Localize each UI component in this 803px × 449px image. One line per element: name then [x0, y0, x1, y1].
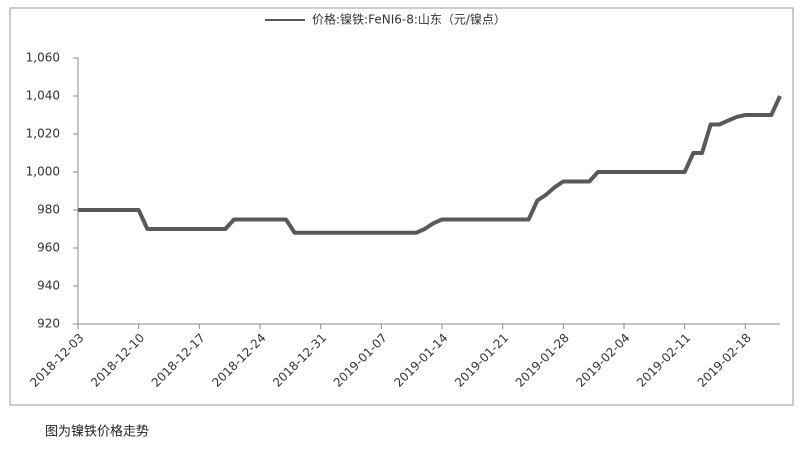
chart-frame — [9, 7, 794, 406]
x-tick-label: 2019-02-11 — [634, 331, 693, 390]
line-series — [78, 95, 782, 235]
x-tick-label: 2018-12-10 — [88, 331, 147, 390]
y-tick-label: 1,060 — [26, 51, 60, 65]
y-tick-label: 980 — [37, 203, 60, 217]
x-tick-label: 2019-02-18 — [695, 331, 754, 390]
y-tick-label: 920 — [37, 317, 60, 331]
x-tick-label: 2018-12-17 — [149, 331, 208, 390]
y-tick-label: 940 — [37, 279, 60, 293]
x-tick-label: 2018-12-03 — [27, 331, 86, 390]
y-tick-label: 1,000 — [26, 165, 60, 179]
legend-label: 价格:镍铁:FeNI6-8:山东（元/镍点） — [312, 12, 506, 27]
x-tick-label: 2018-12-24 — [209, 331, 268, 390]
x-tick-label: 2019-01-28 — [513, 331, 572, 390]
x-tick-label: 2018-12-31 — [270, 331, 329, 390]
y-tick-label: 1,040 — [26, 89, 60, 103]
caption: 图为镍铁价格走势 — [45, 424, 149, 440]
x-tick-label: 2019-01-14 — [391, 331, 450, 390]
y-tick-label: 960 — [37, 241, 60, 255]
y-tick-label: 1,020 — [26, 127, 60, 141]
x-tick-label: 2019-02-04 — [573, 331, 632, 390]
x-tick-label: 2019-01-07 — [331, 331, 390, 390]
x-tick-label: 2019-01-21 — [452, 331, 511, 390]
